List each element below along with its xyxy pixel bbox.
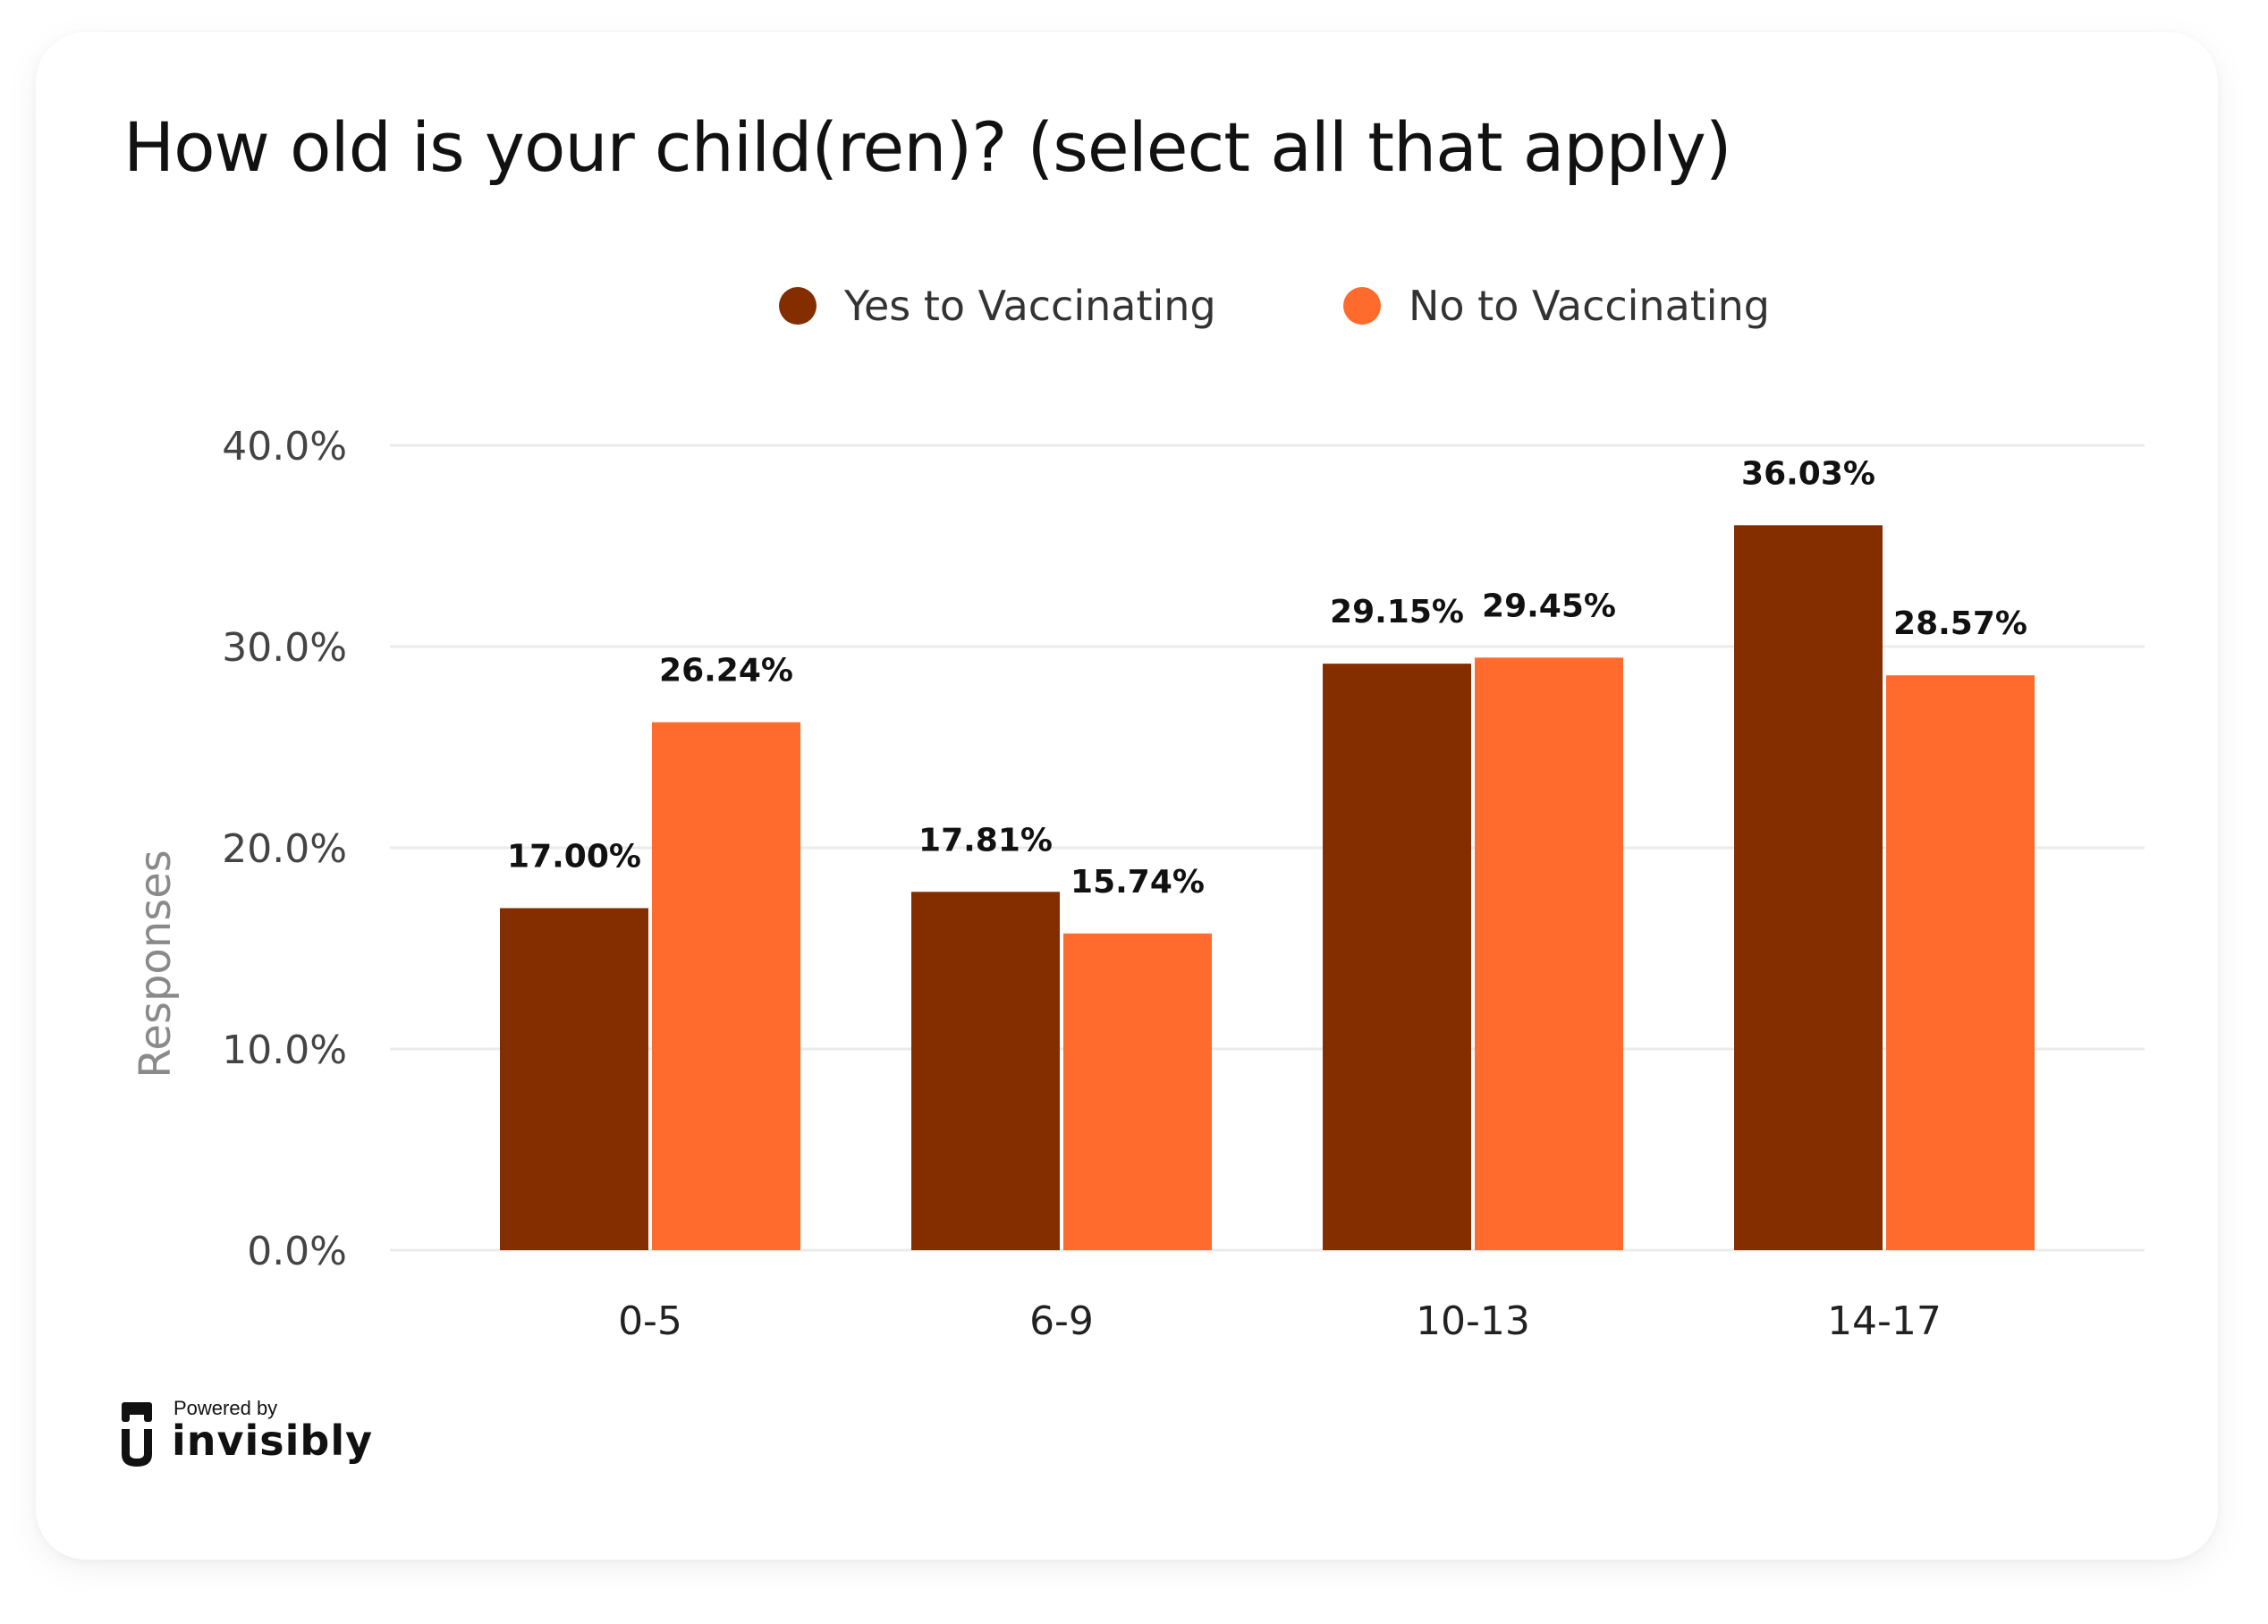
y-tick-label: 10.0%: [222, 1028, 347, 1073]
data-label: 26.24%: [659, 653, 793, 689]
bar-no-10-13: [1475, 657, 1623, 1250]
bars: [500, 525, 2035, 1250]
y-tick-label: 20.0%: [222, 826, 347, 872]
x-category-label: 6-9: [1029, 1298, 1094, 1344]
legend: Yes to Vaccinating No to Vaccinating: [779, 282, 1770, 330]
legend-marker: [1343, 287, 1381, 325]
data-label: 15.74%: [1071, 864, 1205, 901]
x-category-label: 0-5: [618, 1298, 682, 1344]
powered-by-text: Powered by: [173, 1397, 278, 1419]
data-label: 29.45%: [1482, 588, 1616, 624]
y-tick-label: 0.0%: [247, 1229, 347, 1274]
x-category-label: 10-13: [1416, 1298, 1530, 1344]
chart-title: How old is your child(ren)? (select all …: [123, 107, 1731, 187]
invisibly-logo-icon: [122, 1402, 152, 1467]
legend-label: Yes to Vaccinating: [843, 282, 1216, 330]
data-label: 36.03%: [1741, 455, 1875, 492]
x-axis-categories: 0-5 6-9 10-13 14-17: [618, 1298, 1942, 1344]
y-tick-label: 40.0%: [222, 424, 347, 469]
data-label: 29.15%: [1330, 594, 1464, 630]
bar-no-14-17: [1886, 675, 2035, 1250]
bar-yes-14-17: [1734, 525, 1883, 1250]
legend-label: No to Vaccinating: [1409, 282, 1770, 330]
bar-yes-10-13: [1323, 664, 1471, 1250]
bar-yes-6-9: [911, 892, 1060, 1250]
data-label: 28.57%: [1893, 605, 2027, 642]
y-axis-title: Responses: [131, 850, 181, 1078]
x-category-label: 14-17: [1827, 1298, 1942, 1344]
bar-no-6-9: [1063, 933, 1212, 1250]
bar-yes-0-5: [500, 908, 648, 1250]
data-label: 17.81%: [918, 822, 1053, 859]
y-tick-label: 30.0%: [222, 625, 347, 671]
data-labels: 17.00% 26.24% 17.81% 15.74% 29.15% 29.45% 36.0…: [507, 455, 2027, 901]
data-label: 17.00%: [507, 839, 641, 875]
y-axis-ticks: 0.0% 10.0% 20.0% 30.0% 40.0%: [222, 424, 347, 1274]
legend-marker: [779, 287, 817, 325]
bar-no-0-5: [652, 722, 800, 1250]
brand-name: invisibly: [172, 1417, 374, 1465]
